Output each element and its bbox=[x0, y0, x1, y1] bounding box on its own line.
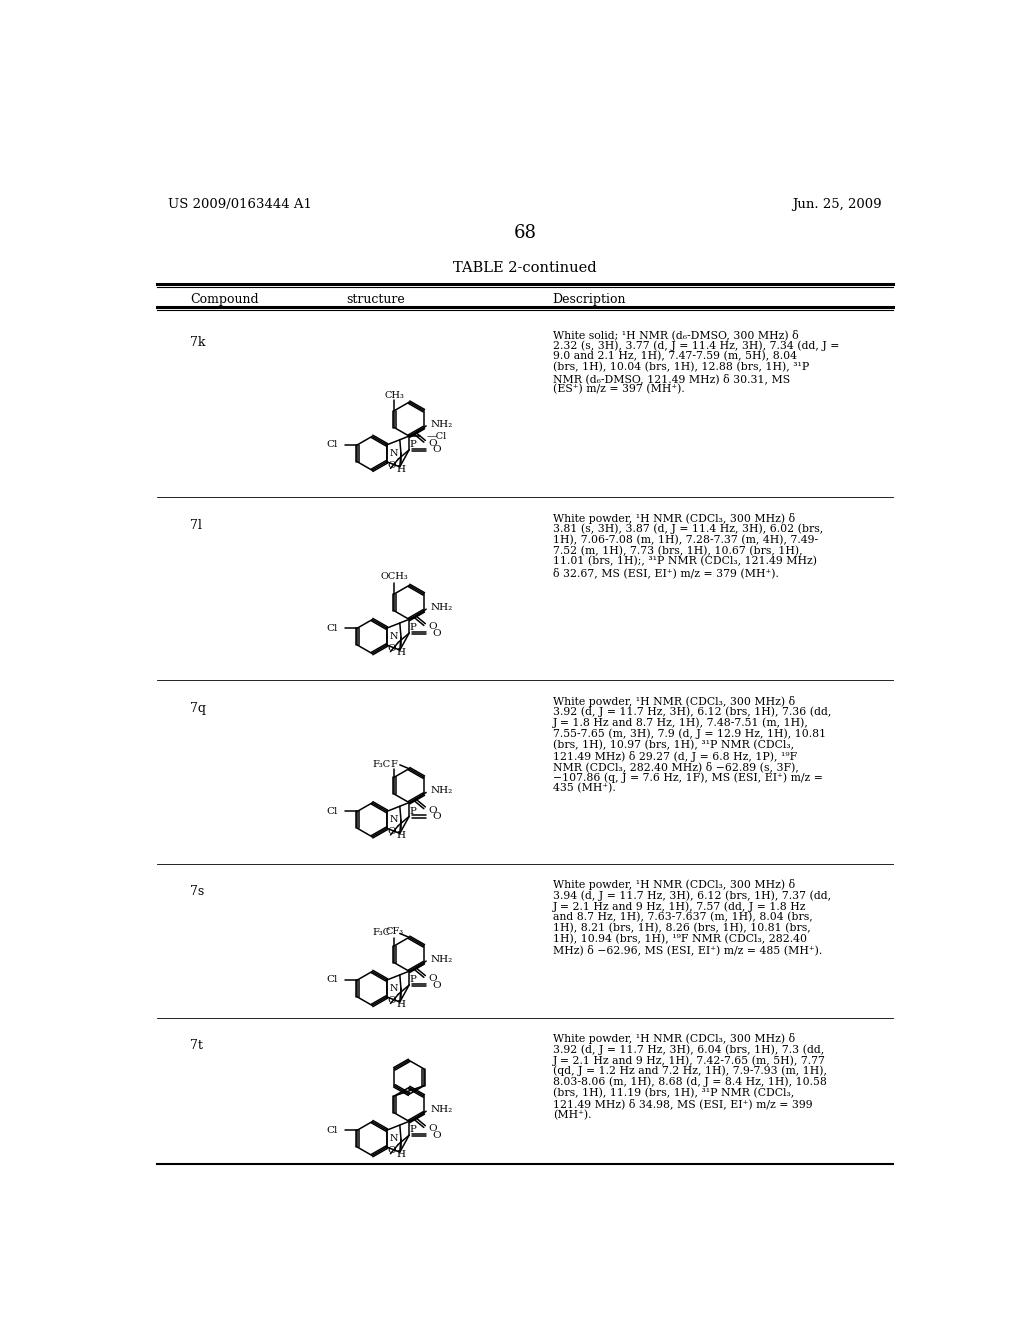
Text: 1H), 8.21 (brs, 1H), 8.26 (brs, 1H), 10.81 (brs,: 1H), 8.21 (brs, 1H), 8.26 (brs, 1H), 10.… bbox=[553, 923, 810, 933]
Text: —Cl: —Cl bbox=[426, 432, 446, 441]
Text: 3.92 (d, J = 11.7 Hz, 3H), 6.04 (brs, 1H), 7.3 (dd,: 3.92 (d, J = 11.7 Hz, 3H), 6.04 (brs, 1H… bbox=[553, 1044, 824, 1055]
Text: 7.55-7.65 (m, 3H), 7.9 (d, J = 12.9 Hz, 1H), 10.81: 7.55-7.65 (m, 3H), 7.9 (d, J = 12.9 Hz, … bbox=[553, 729, 825, 739]
Text: P: P bbox=[410, 623, 417, 632]
Text: O: O bbox=[432, 628, 441, 638]
Text: O: O bbox=[428, 805, 437, 814]
Text: O: O bbox=[387, 828, 396, 837]
Text: MHz) δ −62.96, MS (ESI, EI⁺) m/z = 485 (MH⁺).: MHz) δ −62.96, MS (ESI, EI⁺) m/z = 485 (… bbox=[553, 945, 822, 956]
Text: 9.0 and 2.1 Hz, 1H), 7.47-7.59 (m, 5H), 8.04: 9.0 and 2.1 Hz, 1H), 7.47-7.59 (m, 5H), … bbox=[553, 351, 797, 362]
Text: White powder, ¹H NMR (CDCl₃, 300 MHz) δ: White powder, ¹H NMR (CDCl₃, 300 MHz) δ bbox=[553, 879, 795, 890]
Text: TABLE 2-continued: TABLE 2-continued bbox=[453, 261, 597, 275]
Text: (brs, 1H), 10.97 (brs, 1H), ³¹P NMR (CDCl₃,: (brs, 1H), 10.97 (brs, 1H), ³¹P NMR (CDC… bbox=[553, 739, 794, 750]
Text: 121.49 MHz) δ 29.27 (d, J = 6.8 Hz, 1P), ¹⁹F: 121.49 MHz) δ 29.27 (d, J = 6.8 Hz, 1P),… bbox=[553, 751, 797, 762]
Text: Compound: Compound bbox=[190, 293, 259, 306]
Text: NMR (d₆-DMSO, 121.49 MHz) δ 30.31, MS: NMR (d₆-DMSO, 121.49 MHz) δ 30.31, MS bbox=[553, 374, 790, 384]
Text: (ES⁺) m/z = 397 (MH⁺).: (ES⁺) m/z = 397 (MH⁺). bbox=[553, 384, 684, 395]
Text: 121.49 MHz) δ 34.98, MS (ESI, EI⁺) m/z = 399: 121.49 MHz) δ 34.98, MS (ESI, EI⁺) m/z =… bbox=[553, 1098, 812, 1110]
Text: 68: 68 bbox=[513, 224, 537, 242]
Text: 3.81 (s, 3H), 3.87 (d, J = 11.4 Hz, 3H), 6.02 (brs,: 3.81 (s, 3H), 3.87 (d, J = 11.4 Hz, 3H),… bbox=[553, 524, 823, 535]
Text: 7k: 7k bbox=[190, 335, 206, 348]
Text: CH₃: CH₃ bbox=[384, 391, 404, 400]
Text: H: H bbox=[396, 1150, 406, 1159]
Text: and 8.7 Hz, 1H), 7.63-7.637 (m, 1H), 8.04 (brs,: and 8.7 Hz, 1H), 7.63-7.637 (m, 1H), 8.0… bbox=[553, 912, 812, 923]
Text: 11.01 (brs, 1H);, ³¹P NMR (CDCl₃, 121.49 MHz): 11.01 (brs, 1H);, ³¹P NMR (CDCl₃, 121.49… bbox=[553, 556, 817, 566]
Text: White powder, ¹H NMR (CDCl₃, 300 MHz) δ: White powder, ¹H NMR (CDCl₃, 300 MHz) δ bbox=[553, 696, 795, 708]
Text: O: O bbox=[432, 445, 441, 454]
Text: (brs, 1H), 11.19 (brs, 1H), ³¹P NMR (CDCl₃,: (brs, 1H), 11.19 (brs, 1H), ³¹P NMR (CDC… bbox=[553, 1088, 794, 1098]
Text: 8.03-8.06 (m, 1H), 8.68 (d, J = 8.4 Hz, 1H), 10.58: 8.03-8.06 (m, 1H), 8.68 (d, J = 8.4 Hz, … bbox=[553, 1077, 826, 1088]
Text: NH₂: NH₂ bbox=[430, 1105, 453, 1114]
Text: Cl: Cl bbox=[327, 807, 338, 816]
Text: NH₂: NH₂ bbox=[430, 603, 453, 612]
Text: 7l: 7l bbox=[190, 519, 202, 532]
Text: structure: structure bbox=[347, 293, 406, 306]
Text: O: O bbox=[432, 981, 441, 990]
Text: 1H), 10.94 (brs, 1H), ¹⁹F NMR (CDCl₃, 282.40: 1H), 10.94 (brs, 1H), ¹⁹F NMR (CDCl₃, 28… bbox=[553, 933, 807, 944]
Text: P: P bbox=[410, 807, 417, 816]
Text: P: P bbox=[410, 975, 417, 985]
Text: Cl: Cl bbox=[327, 975, 338, 985]
Text: N: N bbox=[389, 816, 398, 824]
Text: P: P bbox=[410, 440, 417, 449]
Text: 2.32 (s, 3H), 3.77 (d, J = 11.4 Hz, 3H), 7.34 (dd, J =: 2.32 (s, 3H), 3.77 (d, J = 11.4 Hz, 3H),… bbox=[553, 341, 839, 351]
Text: H: H bbox=[396, 648, 406, 657]
Text: O: O bbox=[428, 622, 437, 631]
Text: F₃C: F₃C bbox=[373, 928, 390, 937]
Text: J = 2.1 Hz and 9 Hz, 1H), 7.57 (dd, J = 1.8 Hz: J = 2.1 Hz and 9 Hz, 1H), 7.57 (dd, J = … bbox=[553, 902, 806, 912]
Text: Jun. 25, 2009: Jun. 25, 2009 bbox=[792, 198, 882, 211]
Text: 7s: 7s bbox=[190, 886, 204, 899]
Text: NMR (CDCl₃, 282.40 MHz) δ −62.89 (s, 3F),: NMR (CDCl₃, 282.40 MHz) δ −62.89 (s, 3F)… bbox=[553, 762, 799, 772]
Text: 7.52 (m, 1H), 7.73 (brs, 1H), 10.67 (brs, 1H),: 7.52 (m, 1H), 7.73 (brs, 1H), 10.67 (brs… bbox=[553, 545, 803, 556]
Text: −107.86 (q, J = 7.6 Hz, 1F), MS (ESI, EI⁺) m/z =: −107.86 (q, J = 7.6 Hz, 1F), MS (ESI, EI… bbox=[553, 772, 822, 783]
Text: Cl: Cl bbox=[327, 1126, 338, 1135]
Text: H: H bbox=[396, 1001, 406, 1008]
Text: Description: Description bbox=[553, 293, 627, 306]
Text: Cl: Cl bbox=[327, 441, 338, 449]
Text: O: O bbox=[387, 461, 396, 470]
Text: 3.94 (d, J = 11.7 Hz, 3H), 6.12 (brs, 1H), 7.37 (dd,: 3.94 (d, J = 11.7 Hz, 3H), 6.12 (brs, 1H… bbox=[553, 890, 830, 900]
Text: P: P bbox=[410, 1126, 417, 1134]
Text: O: O bbox=[387, 644, 396, 653]
Text: H: H bbox=[396, 832, 406, 841]
Text: O: O bbox=[428, 974, 437, 983]
Text: O: O bbox=[428, 440, 437, 447]
Text: OCH₃: OCH₃ bbox=[381, 573, 409, 582]
Text: White solid; ¹H NMR (d₆-DMSO, 300 MHz) δ: White solid; ¹H NMR (d₆-DMSO, 300 MHz) δ bbox=[553, 330, 799, 341]
Text: (MH⁺).: (MH⁺). bbox=[553, 1110, 591, 1119]
Text: (brs, 1H), 10.04 (brs, 1H), 12.88 (brs, 1H), ³¹P: (brs, 1H), 10.04 (brs, 1H), 12.88 (brs, … bbox=[553, 362, 809, 372]
Text: J = 1.8 Hz and 8.7 Hz, 1H), 7.48-7.51 (m, 1H),: J = 1.8 Hz and 8.7 Hz, 1H), 7.48-7.51 (m… bbox=[553, 718, 809, 729]
Text: 7q: 7q bbox=[190, 702, 206, 715]
Text: NH₂: NH₂ bbox=[430, 420, 453, 429]
Text: O: O bbox=[387, 1146, 396, 1155]
Text: NH₂: NH₂ bbox=[430, 954, 453, 964]
Text: 7t: 7t bbox=[190, 1039, 203, 1052]
Text: (qd, J = 1.2 Hz and 7.2 Hz, 1H), 7.9-7.93 (m, 1H),: (qd, J = 1.2 Hz and 7.2 Hz, 1H), 7.9-7.9… bbox=[553, 1067, 826, 1077]
Text: J = 2.1 Hz and 9 Hz, 1H), 7.42-7.65 (m, 5H), 7.77: J = 2.1 Hz and 9 Hz, 1H), 7.42-7.65 (m, … bbox=[553, 1055, 825, 1065]
Text: 3.92 (d, J = 11.7 Hz, 3H), 6.12 (brs, 1H), 7.36 (dd,: 3.92 (d, J = 11.7 Hz, 3H), 6.12 (brs, 1H… bbox=[553, 706, 831, 717]
Text: NH₂: NH₂ bbox=[430, 787, 453, 796]
Text: O: O bbox=[432, 1131, 441, 1139]
Text: δ 32.67, MS (ESI, EI⁺) m/z = 379 (MH⁺).: δ 32.67, MS (ESI, EI⁺) m/z = 379 (MH⁺). bbox=[553, 568, 778, 578]
Text: O: O bbox=[387, 997, 396, 1005]
Text: White powder, ¹H NMR (CDCl₃, 300 MHz) δ: White powder, ¹H NMR (CDCl₃, 300 MHz) δ bbox=[553, 512, 795, 524]
Text: Cl: Cl bbox=[327, 623, 338, 632]
Text: F₃C: F₃C bbox=[373, 759, 390, 768]
Text: CF₃: CF₃ bbox=[385, 928, 403, 936]
Text: N: N bbox=[389, 983, 398, 993]
Text: N: N bbox=[389, 1134, 398, 1143]
Text: White powder, ¹H NMR (CDCl₃, 300 MHz) δ: White powder, ¹H NMR (CDCl₃, 300 MHz) δ bbox=[553, 1034, 795, 1044]
Text: N: N bbox=[389, 449, 398, 458]
Text: H: H bbox=[396, 465, 406, 474]
Text: 435 (MH⁺).: 435 (MH⁺). bbox=[553, 783, 615, 793]
Text: O: O bbox=[428, 1125, 437, 1134]
Text: US 2009/0163444 A1: US 2009/0163444 A1 bbox=[168, 198, 312, 211]
Text: N: N bbox=[389, 632, 398, 642]
Text: O: O bbox=[432, 812, 441, 821]
Text: 1H), 7.06-7.08 (m, 1H), 7.28-7.37 (m, 4H), 7.49-: 1H), 7.06-7.08 (m, 1H), 7.28-7.37 (m, 4H… bbox=[553, 535, 818, 545]
Text: F: F bbox=[391, 760, 397, 770]
